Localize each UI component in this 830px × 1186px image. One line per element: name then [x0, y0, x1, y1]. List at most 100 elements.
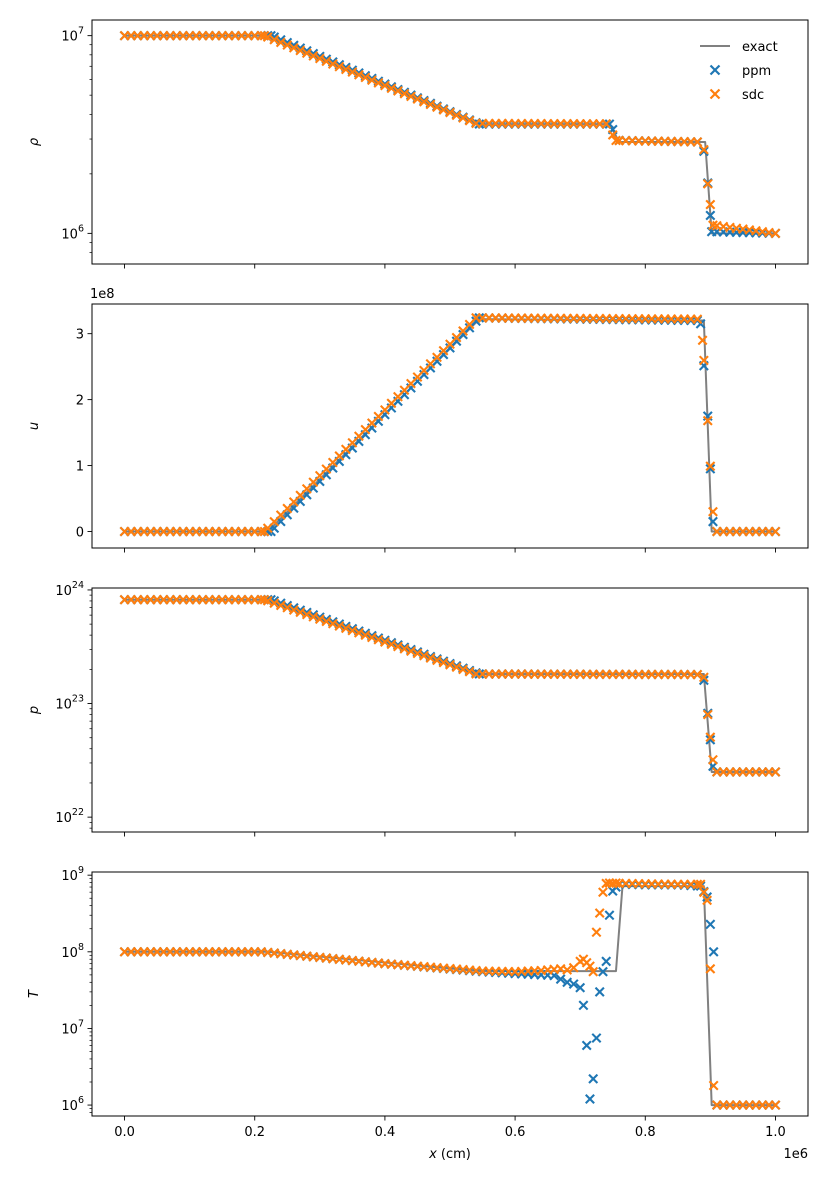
point-sdc [464, 115, 475, 126]
y-tick-base: 10 [55, 584, 72, 599]
point-sdc [770, 766, 781, 777]
point-sdc [588, 966, 599, 977]
point-sdc [562, 964, 573, 975]
point-ppm [705, 919, 716, 930]
point-sdc [327, 59, 338, 69]
point-sdc [594, 908, 605, 919]
point-ppm [474, 669, 485, 679]
point-ppm [698, 146, 709, 157]
point-sdc [353, 627, 364, 638]
point-sdc [301, 48, 312, 59]
legend-label-exact: exact [742, 40, 778, 55]
legend: exact ppm sdc [700, 40, 778, 103]
point-sdc [321, 56, 332, 67]
point-sdc [425, 653, 436, 663]
y-tick-exponent: 6 [78, 1095, 84, 1106]
point-sdc [419, 650, 429, 661]
y-tick-base: 10 [61, 869, 78, 884]
y-axis-label: T [27, 989, 42, 998]
y-tick-label: 1022 [55, 807, 84, 826]
point-ppm [575, 982, 586, 993]
y-tick-exponent: 23 [72, 694, 84, 705]
point-sdc [334, 61, 345, 72]
y-tick-base: 10 [55, 698, 72, 713]
point-sdc [445, 107, 455, 118]
series-sdc [119, 878, 781, 1111]
point-sdc [259, 30, 270, 41]
point-sdc [288, 42, 299, 53]
y-tick-label: 109 [61, 865, 84, 884]
point-sdc [392, 641, 403, 652]
y-tick-base: 10 [55, 811, 72, 826]
y-tick-label: 107 [61, 26, 84, 45]
x-tick-label: 0.6 [505, 1125, 526, 1140]
point-ppm [594, 986, 605, 997]
point-sdc [269, 598, 280, 609]
point-sdc [340, 623, 351, 634]
point-ppm [708, 516, 718, 527]
axes-frame [91, 303, 809, 549]
point-sdc [308, 611, 319, 622]
y-tick-base: 10 [61, 30, 78, 45]
point-ppm [601, 956, 612, 967]
series-sdc [119, 594, 781, 777]
point-sdc [340, 64, 351, 75]
point-ppm [705, 463, 716, 474]
point-sdc [334, 621, 345, 631]
point-sdc [295, 607, 306, 618]
point-ppm [474, 312, 485, 323]
point-sdc [347, 67, 358, 78]
point-sdc [373, 634, 384, 645]
point-sdc [347, 625, 358, 636]
point-sdc [314, 614, 325, 625]
x-tick-label: 1.0 [765, 1125, 786, 1140]
series-sdc [119, 30, 781, 239]
y-offset-label: 1e8 [90, 287, 115, 302]
point-sdc [708, 1080, 719, 1091]
point-sdc [419, 96, 429, 107]
point-sdc [708, 506, 718, 517]
x-axis-label-var: x [428, 1147, 437, 1162]
point-sdc [373, 77, 384, 88]
point-sdc [379, 80, 390, 91]
point-sdc [275, 600, 286, 611]
point-sdc [698, 355, 709, 366]
point-sdc [698, 672, 709, 683]
point-sdc [770, 526, 781, 537]
axes-frame [91, 19, 809, 265]
point-sdc [295, 45, 306, 56]
y-axis-label: u [27, 422, 42, 430]
y-tick-label: 106 [61, 1095, 84, 1114]
point-sdc [406, 91, 416, 102]
plot-area [119, 594, 781, 777]
x-axis-label: x (cm) [428, 1147, 471, 1162]
plot-area [119, 312, 781, 537]
y-tick-label: 106 [61, 223, 84, 242]
point-sdc [288, 605, 299, 615]
point-sdc [353, 69, 364, 80]
y-tick-label: 1 [76, 460, 84, 475]
point-sdc [412, 94, 423, 105]
point-sdc [432, 102, 442, 113]
legend-item-exact: exact [700, 40, 778, 55]
point-ppm [705, 734, 716, 745]
point-ppm [585, 1094, 595, 1104]
y-tick-exponent: 6 [78, 223, 84, 234]
point-sdc [702, 415, 713, 426]
y-tick-exponent: 7 [78, 26, 84, 37]
point-sdc [392, 86, 403, 96]
point-sdc [705, 963, 716, 974]
point-sdc [259, 526, 270, 537]
point-sdc [692, 137, 703, 147]
point-sdc [451, 662, 462, 673]
point-sdc [301, 609, 312, 620]
series-sdc [119, 312, 781, 537]
point-sdc [695, 879, 706, 890]
point-sdc [438, 104, 449, 115]
point-sdc [611, 135, 621, 146]
series-ppm [119, 30, 781, 239]
point-sdc [259, 594, 270, 605]
y-tick-base: 10 [61, 1099, 78, 1114]
y-tick-exponent: 24 [72, 580, 84, 591]
